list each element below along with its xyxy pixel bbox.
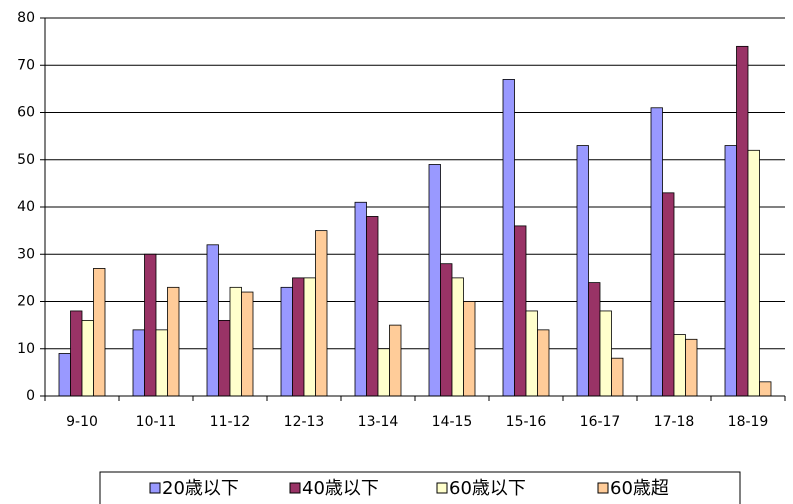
- bar: [144, 253, 157, 397]
- legend-label: 60歳超: [610, 478, 669, 499]
- bar: [759, 381, 772, 397]
- bar: [736, 45, 749, 397]
- x-tick-label: 11-12: [210, 414, 251, 430]
- x-tick-label: 18-19: [728, 414, 769, 430]
- legend-swatch: [289, 482, 301, 494]
- bar: [576, 145, 589, 397]
- bar: [155, 329, 168, 397]
- bar: [685, 338, 698, 397]
- bar: [218, 319, 231, 397]
- y-tick-label: 10: [17, 341, 35, 357]
- x-tick-label: 13-14: [358, 414, 399, 430]
- x-tick-label: 14-15: [432, 414, 473, 430]
- x-tick-label: 12-13: [284, 414, 325, 430]
- y-tick-label: 0: [26, 388, 35, 404]
- legend-label: 40歳以下: [302, 478, 379, 499]
- bar: [206, 244, 219, 397]
- bar: [229, 286, 242, 397]
- bar: [502, 79, 515, 397]
- y-tick-label: 40: [17, 199, 35, 215]
- legend-box: [99, 471, 741, 504]
- x-tick-label: 15-16: [506, 414, 547, 430]
- y-tick-label: 50: [17, 152, 35, 168]
- y-tick-label: 80: [17, 10, 35, 26]
- bar: [292, 277, 305, 397]
- bar: [747, 149, 760, 397]
- legend-swatch: [436, 482, 448, 494]
- bar: [673, 334, 686, 397]
- bar: [354, 201, 367, 397]
- x-tick-label: 10-11: [136, 414, 177, 430]
- legend-label: 60歳以下: [449, 478, 526, 499]
- legend-swatch: [597, 482, 609, 494]
- y-tick-label: 70: [17, 57, 35, 73]
- bar: [451, 277, 464, 397]
- bar: [58, 353, 71, 397]
- bar: [389, 324, 402, 397]
- bar: [650, 107, 663, 397]
- bar: [514, 225, 527, 397]
- bar: [724, 145, 737, 397]
- y-tick-label: 60: [17, 105, 35, 121]
- bar: [132, 329, 145, 397]
- x-tick-label: 16-17: [580, 414, 621, 430]
- bar: [280, 286, 293, 397]
- bar: [81, 319, 94, 397]
- x-tick-label: 17-18: [654, 414, 695, 430]
- bar: [428, 164, 441, 397]
- bar: [525, 310, 538, 397]
- bar: [440, 263, 453, 397]
- bar: [241, 291, 254, 397]
- bar: [599, 310, 612, 397]
- bar: [611, 357, 624, 397]
- legend-label: 20歳以下: [162, 478, 239, 499]
- bar: [315, 230, 328, 397]
- bar: [93, 268, 106, 397]
- bar: [366, 216, 379, 397]
- bar: [463, 301, 476, 397]
- y-tick-label: 30: [17, 246, 35, 262]
- bar: [167, 286, 180, 397]
- bar: [537, 329, 550, 397]
- legend-swatch: [149, 482, 161, 494]
- bar: [377, 348, 390, 397]
- bar: [588, 282, 601, 397]
- bar: [662, 192, 675, 397]
- bar: [70, 310, 83, 397]
- bar: [303, 277, 316, 397]
- x-tick-label: 9-10: [66, 414, 98, 430]
- y-tick-label: 20: [17, 294, 35, 310]
